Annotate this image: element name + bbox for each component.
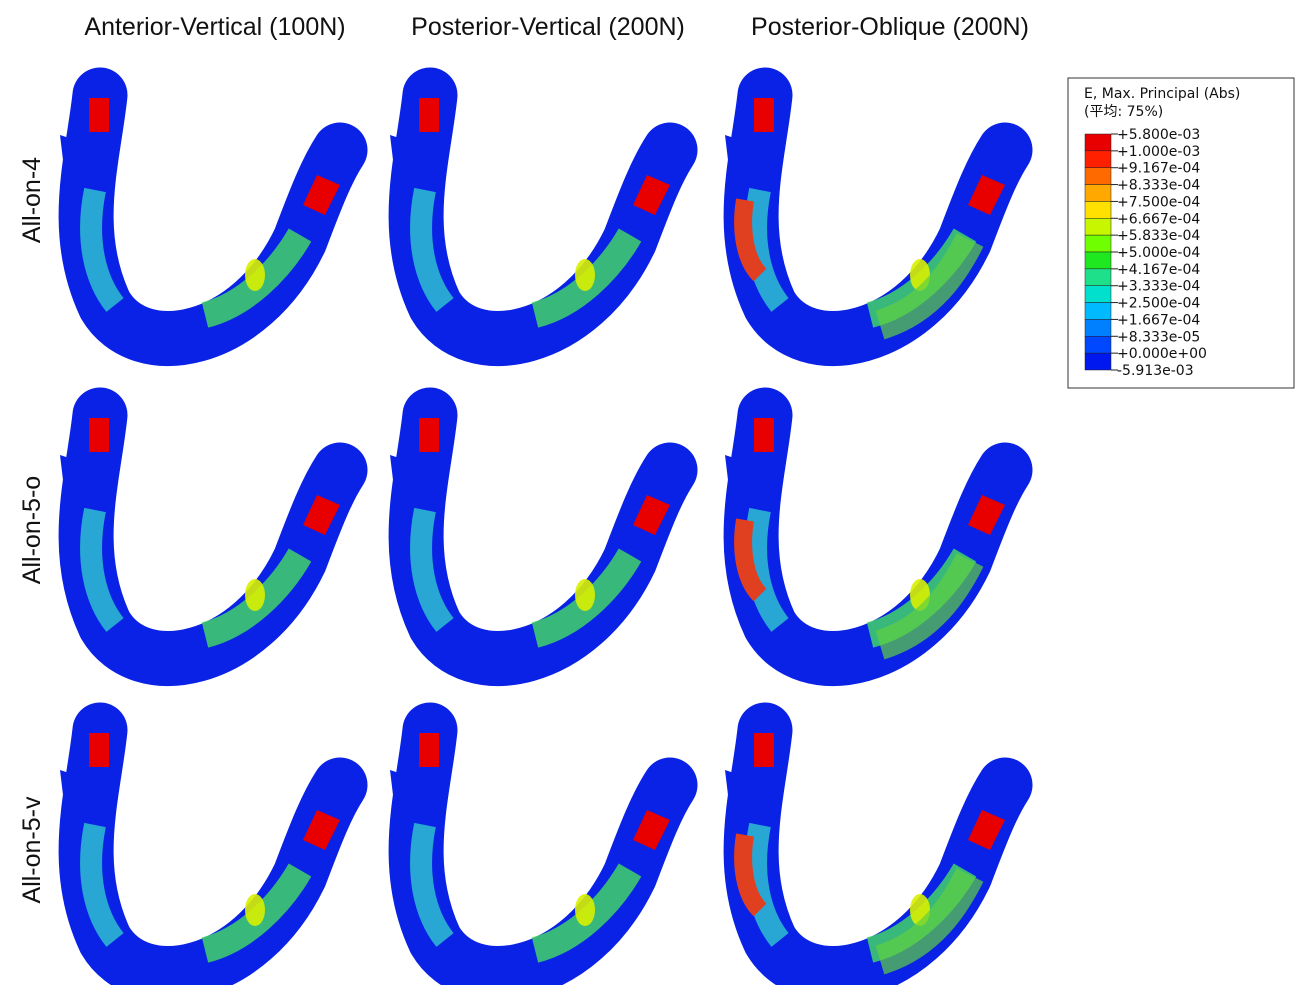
legend-swatch [1085,218,1111,235]
mandible-image [60,706,360,973]
mandible-image [725,706,1025,973]
legend-label: -5.913e-03 [1117,363,1194,379]
row-label: All-on-5-v [18,796,46,903]
legend-swatch [1085,235,1111,252]
legend-swatch [1085,151,1111,168]
mandible-image [60,391,360,658]
mandible-image [390,71,690,338]
legend-swatch [1085,168,1111,185]
legend-label: +0.000e+00 [1117,346,1207,362]
legend: E, Max. Principal (Abs) (平均: 75%) +5.800… [1068,78,1294,388]
legend-swatch [1085,319,1111,336]
legend-label: +9.167e-04 [1117,161,1200,177]
legend-swatch [1085,303,1111,320]
row-label: All-on-4 [18,157,46,243]
legend-label: +8.333e-05 [1117,329,1200,345]
legend-label: +7.500e-04 [1117,194,1200,210]
legend-swatch [1085,286,1111,303]
column-header: Posterior-Vertical (200N) [411,13,685,41]
legend-label: +8.333e-04 [1117,178,1200,194]
legend-label: +4.167e-04 [1117,262,1200,278]
legend-title: E, Max. Principal (Abs) [1084,86,1240,102]
mandible-image [725,71,1025,338]
mandible-image [60,71,360,338]
legend-label: +5.833e-04 [1117,228,1200,244]
legend-swatch [1085,269,1111,286]
legend-label: +5.000e-04 [1117,245,1200,261]
column-header: Posterior-Oblique (200N) [751,13,1029,41]
mandible-image [390,706,690,973]
legend-swatch [1085,134,1111,151]
mandible-image [725,391,1025,658]
legend-swatch [1085,252,1111,269]
legend-swatch [1085,353,1111,370]
mandible-image [390,391,690,658]
column-header: Anterior-Vertical (100N) [84,13,345,41]
legend-label: +1.667e-04 [1117,312,1200,328]
figure: Anterior-Vertical (100N) Posterior-Verti… [0,0,1296,985]
mandible-grid [60,71,1025,973]
legend-swatch [1085,201,1111,218]
legend-label: +5.800e-03 [1117,127,1200,143]
legend-subtitle: (平均: 75%) [1084,104,1163,120]
legend-swatch [1085,185,1111,202]
legend-label: +2.500e-04 [1117,296,1200,312]
row-label: All-on-5-o [18,476,46,584]
legend-label: +1.000e-03 [1117,144,1200,160]
legend-label: +6.667e-04 [1117,211,1200,227]
legend-label: +3.333e-04 [1117,279,1200,295]
legend-swatch [1085,336,1111,353]
